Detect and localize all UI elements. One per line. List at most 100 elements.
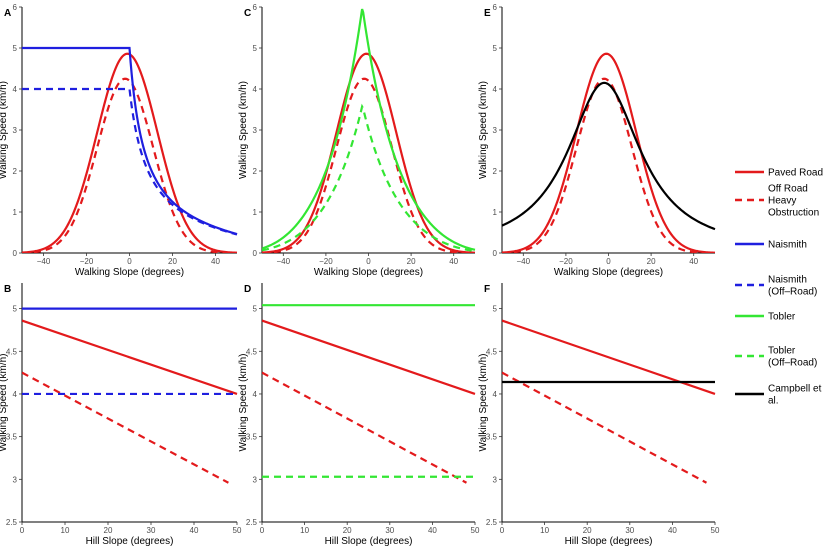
series-line-offroad	[502, 77, 716, 253]
x-tick-label: 40	[428, 526, 437, 535]
x-axis-label: Walking Slope (degrees)	[554, 267, 663, 278]
x-tick-label: 0	[500, 526, 505, 535]
x-tick-label: 20	[343, 526, 352, 535]
y-axis-label: Walking Speed (km/h)	[478, 354, 489, 452]
panel-letter: D	[244, 284, 251, 295]
y-tick-label: 4	[13, 390, 18, 399]
series-line-paved	[22, 319, 238, 396]
x-tick-label: 40	[190, 526, 199, 535]
y-tick-label: 3.5	[246, 433, 258, 442]
y-tick-label: 1	[253, 208, 258, 217]
series-line-offroad	[22, 77, 238, 253]
y-tick-label: 3.5	[486, 433, 498, 442]
x-axis-label: Hill Slope (degrees)	[325, 536, 413, 547]
x-tick-label: 20	[104, 526, 113, 535]
x-tick-label: 0	[20, 526, 25, 535]
x-tick-label: 40	[211, 257, 220, 266]
y-tick-label: 4.5	[246, 347, 258, 356]
x-axis-label: Walking Slope (degrees)	[75, 267, 184, 278]
x-tick-label: 10	[300, 526, 309, 535]
y-tick-label: 1	[493, 208, 498, 217]
legend-label-paved: Paved Road	[768, 168, 823, 179]
x-tick-label: −40	[277, 257, 291, 266]
x-axis-label: Hill Slope (degrees)	[565, 536, 653, 547]
legend-label-campbell: al.	[768, 396, 779, 407]
y-tick-label: 5	[13, 305, 18, 314]
y-tick-label: 2	[253, 167, 258, 176]
legend-label-offroad: Obstruction	[768, 208, 819, 219]
y-tick-label: 2.5	[486, 518, 498, 527]
series-line-paved	[502, 52, 716, 253]
x-tick-label: 50	[233, 526, 242, 535]
series-line-offroad	[262, 371, 468, 484]
legend-label-tobler_off: (Off–Road)	[768, 358, 817, 369]
y-tick-label: 6	[493, 3, 498, 12]
panel-c: 0 1 2 3 4 5 6 −40 −20 0 20 40 Walking Slope (degrees…	[238, 3, 476, 278]
series-line-offroad	[22, 371, 229, 484]
y-tick-label: 4	[13, 85, 18, 94]
y-tick-label: 3	[493, 126, 498, 135]
y-tick-label: 3	[493, 475, 498, 484]
x-tick-label: 20	[647, 257, 656, 266]
y-tick-label: 4	[493, 85, 498, 94]
x-tick-label: 50	[711, 526, 720, 535]
x-tick-label: 20	[407, 257, 416, 266]
y-tick-label: 3	[253, 126, 258, 135]
x-tick-label: 0	[366, 257, 371, 266]
y-tick-label: 6	[13, 3, 18, 12]
x-tick-label: −20	[319, 257, 333, 266]
legend-label-tobler: Tobler	[768, 312, 796, 323]
y-tick-label: 6	[253, 3, 258, 12]
legend-label-naismith: Naismith	[768, 240, 807, 251]
x-tick-label: 10	[61, 526, 70, 535]
y-tick-label: 3.5	[6, 433, 18, 442]
y-tick-label: 5	[493, 305, 498, 314]
y-tick-label: 0	[493, 249, 498, 258]
series-line-tobler_off	[262, 103, 476, 253]
x-tick-label: 40	[668, 526, 677, 535]
y-axis-label: Walking Speed (km/h)	[0, 81, 9, 179]
y-tick-label: 3	[253, 475, 258, 484]
x-tick-label: 50	[471, 526, 480, 535]
x-tick-label: 30	[625, 526, 634, 535]
series-line-paved	[262, 52, 476, 253]
y-tick-label: 3	[13, 475, 18, 484]
panel-letter: C	[244, 8, 251, 19]
panel-letter: E	[484, 8, 491, 19]
x-tick-label: 0	[127, 257, 132, 266]
x-tick-label: 20	[168, 257, 177, 266]
x-tick-label: 40	[689, 257, 698, 266]
panel-letter: A	[4, 8, 11, 19]
x-tick-label: −40	[37, 257, 51, 266]
x-tick-label: 20	[583, 526, 592, 535]
legend-label-campbell: Campbell et	[768, 384, 822, 395]
panel-letter: B	[4, 284, 11, 295]
x-tick-label: 10	[540, 526, 549, 535]
x-tick-label: 30	[385, 526, 394, 535]
legend-label-tobler_off: Tobler	[768, 346, 796, 357]
panel-e: 0 1 2 3 4 5 6 −40 −20 0 20 40 Walking Slope (degrees…	[478, 3, 716, 278]
y-tick-label: 5	[493, 44, 498, 53]
x-tick-label: −20	[80, 257, 94, 266]
series-line-offroad	[502, 371, 708, 484]
y-tick-label: 4	[493, 390, 498, 399]
series-line-tobler	[262, 8, 476, 251]
series-line-naismith	[22, 46, 238, 236]
y-tick-label: 4	[253, 390, 258, 399]
x-tick-label: −20	[559, 257, 573, 266]
y-axis-label: Walking Speed (km/h)	[0, 354, 9, 452]
y-tick-label: 1	[13, 208, 18, 217]
legend-label-naismith_off: (Off–Road)	[768, 287, 817, 298]
panel-a: 0 1 2 3 4 5 6 −40 −20 0 20 40 Walking Slope (degrees…	[0, 3, 238, 278]
y-tick-label: 2.5	[246, 518, 258, 527]
y-tick-label: 2.5	[6, 518, 18, 527]
legend-label-naismith_off: Naismith	[768, 275, 807, 286]
x-tick-label: 40	[449, 257, 458, 266]
panel-letter: F	[484, 284, 490, 295]
y-axis-label: Walking Speed (km/h)	[478, 81, 489, 179]
y-tick-label: 5	[253, 44, 258, 53]
